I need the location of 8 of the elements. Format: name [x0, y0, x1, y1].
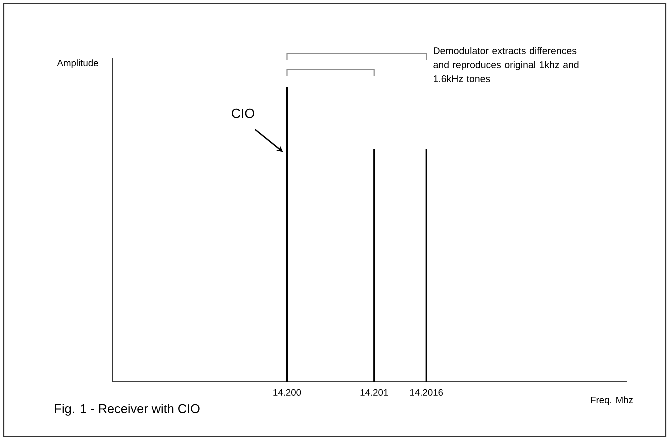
x-axis-title: Freq. Mhz — [591, 396, 633, 406]
x-tick-label: 14.2016 — [410, 389, 444, 396]
y-axis-title: Amplitude — [57, 60, 98, 68]
annotation: CIO — [232, 108, 254, 118]
text: Demodulator extracts differences and reproduces original 1khz and 1.6kHz tones — [434, 47, 579, 82]
caption: Fig. 1 - Receiver with CIO — [55, 404, 200, 416]
x-tick-label: 14.201 — [360, 389, 388, 396]
x-tick-label: 14.200 — [274, 389, 302, 396]
